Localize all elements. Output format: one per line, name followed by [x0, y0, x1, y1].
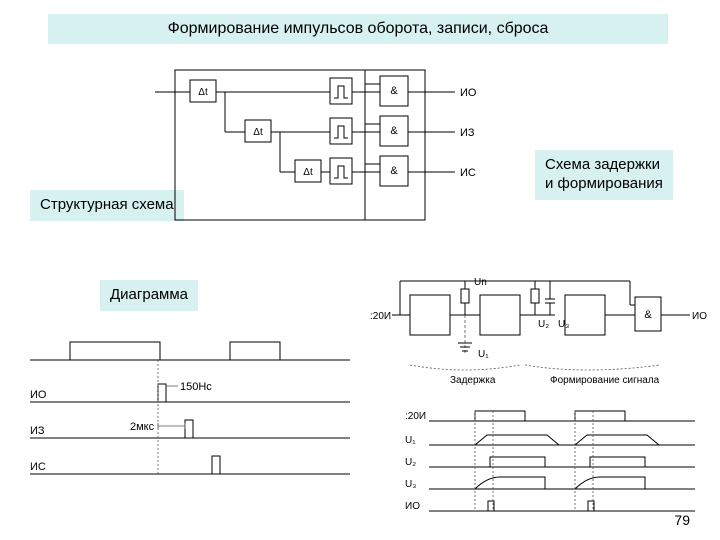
svg-text:ИС: ИС: [460, 167, 476, 179]
svg-text:&: &: [390, 85, 398, 97]
svg-text:Δt: Δt: [198, 87, 208, 98]
svg-text:&: &: [390, 125, 398, 137]
svg-text:150Нс: 150Нс: [180, 381, 212, 393]
svg-text:U₁: U₁: [478, 349, 489, 360]
svg-text::20И: :20И: [405, 411, 426, 422]
page-number: 79: [674, 512, 690, 528]
svg-text:ИЗ: ИЗ: [30, 425, 45, 437]
svg-text:2мкс: 2мкс: [130, 421, 155, 433]
svg-text:Δt: Δt: [253, 127, 263, 138]
svg-text:ИО: ИО: [460, 87, 477, 99]
svg-text:Δt: Δt: [303, 167, 313, 178]
circuit-schematic: :20И Un U₂ U₃ & ИО U₁ Задержка Формирова…: [370, 275, 710, 395]
svg-text:&: &: [644, 309, 652, 321]
svg-text:ИО: ИО: [692, 311, 707, 322]
svg-text::20И: :20И: [370, 311, 391, 322]
svg-text:U₁: U₁: [405, 435, 416, 446]
timing-diagram: ИО 150Нс ИЗ 2мкс ИС: [30, 330, 350, 500]
svg-text:ИЗ: ИЗ: [460, 127, 475, 139]
svg-text:U₂: U₂: [538, 319, 549, 330]
structure-diagram: :20И Δt & ИО Δt & ИЗ Δt & ИС: [155, 62, 495, 232]
svg-text:Формирование сигнала: Формирование сигнала: [550, 375, 660, 386]
svg-text:ИС: ИС: [30, 461, 46, 473]
timing-diagram-2: :20И U₁ U₂ U₃ ИО: [405, 405, 695, 520]
svg-text:Un: Un: [474, 277, 487, 288]
svg-text:U₃: U₃: [558, 319, 569, 330]
svg-text:&: &: [390, 165, 398, 177]
svg-text:ИО: ИО: [405, 501, 420, 512]
label-delay: Схема задержки и формирования: [535, 150, 673, 200]
label-diagram: Диаграмма: [100, 280, 198, 311]
page-title: Формирование импульсов оборота, записи, …: [48, 14, 668, 44]
svg-text:ИО: ИО: [30, 389, 47, 401]
svg-text:Задержка: Задержка: [450, 375, 496, 386]
svg-text:U₃: U₃: [405, 479, 416, 490]
svg-text:U₂: U₂: [405, 457, 416, 468]
